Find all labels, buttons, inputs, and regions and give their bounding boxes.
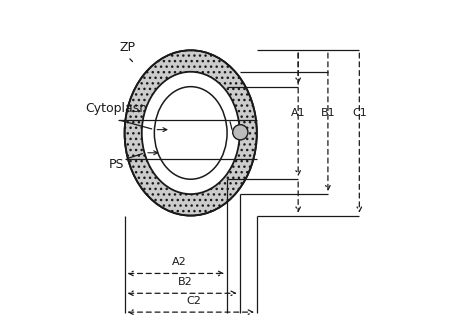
Ellipse shape [155,87,227,179]
Ellipse shape [142,72,240,194]
Text: A1: A1 [291,108,305,118]
Circle shape [233,125,248,140]
Ellipse shape [125,50,257,215]
Text: PS: PS [109,158,125,171]
Text: ZP: ZP [120,41,136,53]
Text: C2: C2 [187,295,201,305]
Text: B2: B2 [178,277,193,287]
Text: A2: A2 [172,257,186,267]
Text: B1: B1 [320,108,335,118]
Text: PB: PB [213,103,229,116]
Text: Cytoplasm: Cytoplasm [85,102,151,115]
Text: C1: C1 [352,108,367,118]
